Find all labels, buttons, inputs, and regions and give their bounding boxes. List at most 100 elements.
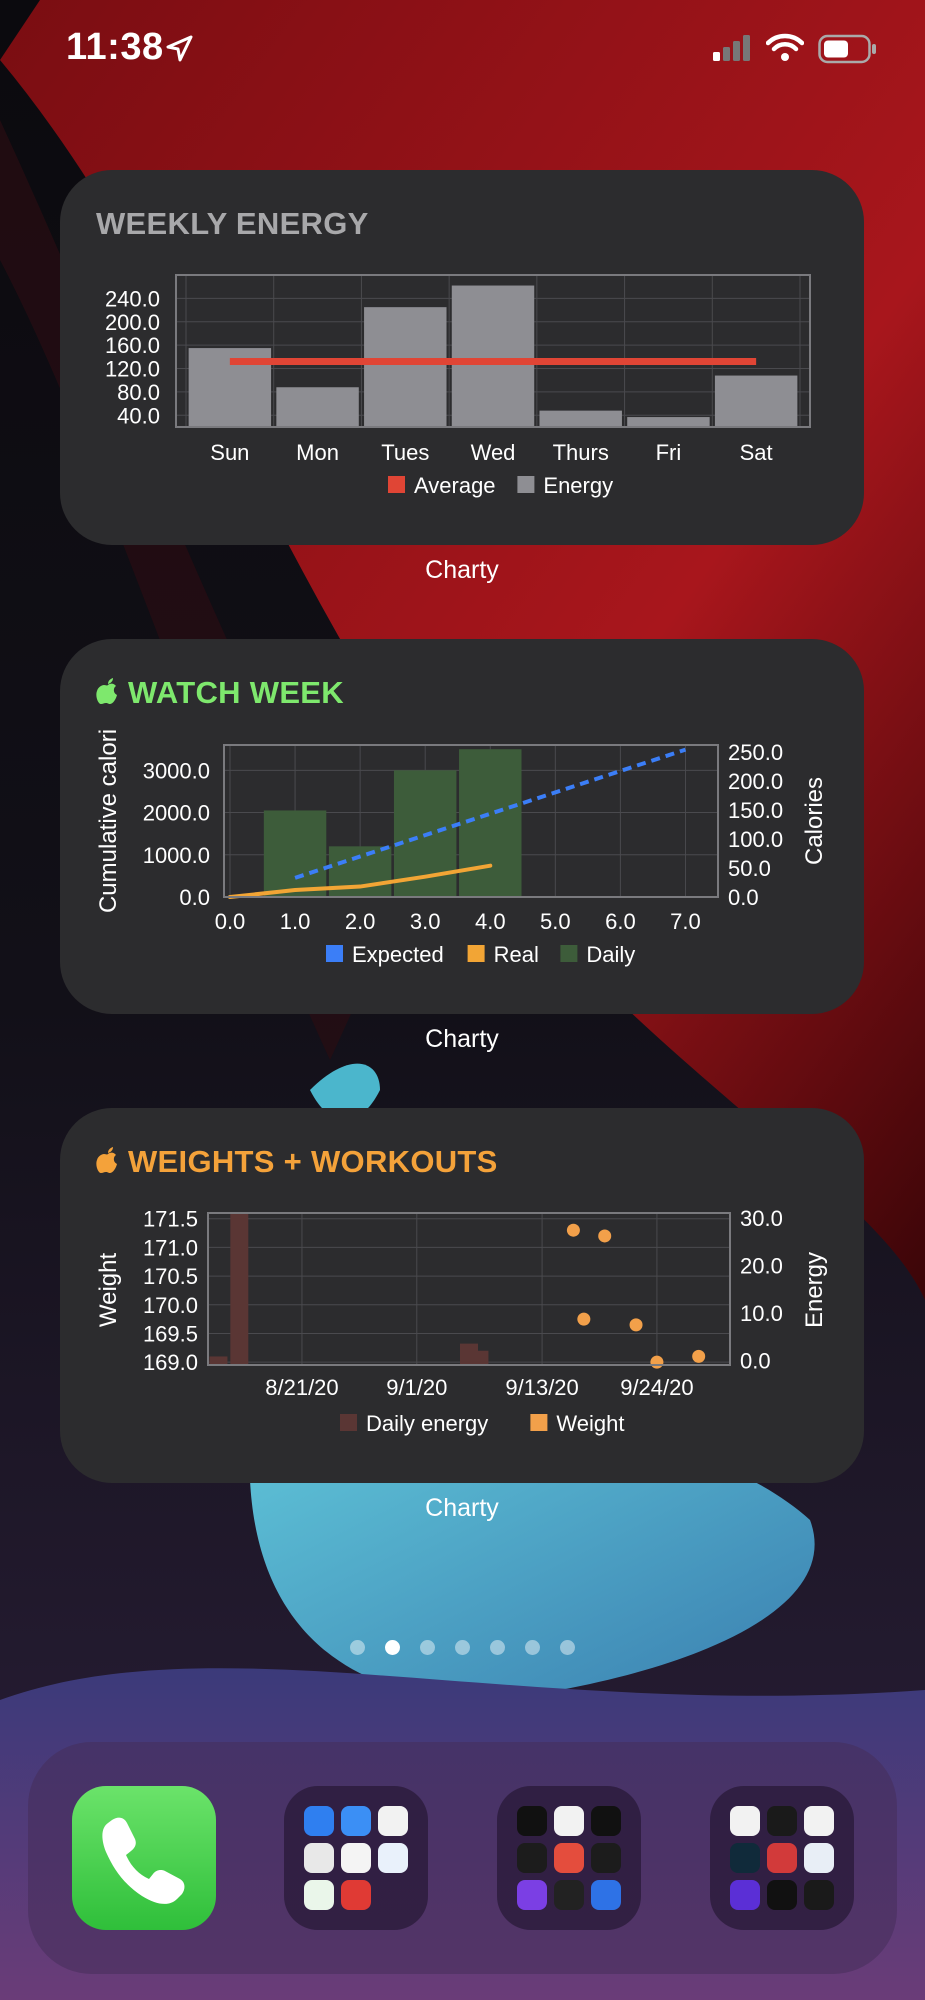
energy-bar — [539, 410, 622, 427]
plot-frame — [175, 274, 811, 428]
x-tick-label: 9/1/20 — [386, 1375, 447, 1400]
daily-energy-bar — [209, 1356, 228, 1365]
heart-rate-icon — [517, 1843, 547, 1873]
widget-app-label: Charty — [425, 1025, 499, 1053]
cellular-signal-icon — [713, 35, 750, 61]
activity-icon — [591, 1806, 621, 1836]
wifi-icon — [766, 33, 804, 61]
x-tick-label: 5.0 — [540, 909, 571, 934]
y2-tick-label: 20.0 — [740, 1253, 783, 1278]
gmail-icon — [378, 1806, 408, 1836]
page-dot[interactable] — [350, 1640, 365, 1655]
fitness-folder[interactable] — [710, 1786, 854, 1930]
google-drive-icon — [341, 1843, 371, 1873]
weight-point — [598, 1229, 612, 1243]
health-folder[interactable] — [497, 1786, 641, 1930]
battery-icon — [818, 34, 876, 64]
fitbit-icon — [554, 1880, 584, 1910]
nike-run-club-icon — [767, 1880, 797, 1910]
sleep-icon — [730, 1843, 760, 1873]
running-icon — [804, 1880, 834, 1910]
plot-frame — [223, 744, 719, 898]
widget-title: WEIGHTS + WORKOUTS — [128, 1144, 498, 1179]
page-dot[interactable] — [525, 1640, 540, 1655]
legend-label: Expected — [352, 942, 444, 967]
widget-title: WEEKLY ENERGY — [96, 206, 369, 241]
legend-swatch — [560, 945, 578, 962]
purple-heart-icon — [517, 1880, 547, 1910]
x-tick-label: 7.0 — [670, 909, 701, 934]
y2-tick-label: 150.0 — [728, 798, 783, 823]
y-tick-label: 80.0 — [117, 380, 160, 405]
widget-app-label: Charty — [425, 1494, 499, 1522]
weight-point — [566, 1223, 580, 1237]
weight-point — [692, 1349, 706, 1363]
y2-tick-label: 30.0 — [740, 1206, 783, 1231]
page-dot[interactable] — [420, 1640, 435, 1655]
y-tick-label: 3000.0 — [143, 758, 210, 783]
status-bar: 11:38 — [0, 0, 925, 100]
apple-logo-icon — [96, 1147, 117, 1173]
chrome-icon — [304, 1843, 334, 1873]
y2-tick-label: 100.0 — [728, 827, 783, 852]
phone-app-icon[interactable] — [72, 1786, 216, 1930]
widget-title-wrap: WEIGHTS + WORKOUTS — [96, 1144, 498, 1180]
y-tick-label: 171.5 — [143, 1207, 198, 1232]
page-dot[interactable] — [560, 1640, 575, 1655]
x-tick-label: 0.0 — [215, 909, 246, 934]
y2-tick-label: 10.0 — [740, 1301, 783, 1326]
location-arrow-icon — [166, 35, 193, 62]
y-tick-label: 171.0 — [143, 1235, 198, 1260]
watch-icon — [517, 1806, 547, 1836]
y-axis-label: Cumulative calori — [95, 729, 122, 913]
footprints-icon — [767, 1843, 797, 1873]
energy-bar — [714, 375, 798, 427]
x-tick-label: 6.0 — [605, 909, 636, 934]
legend-swatch — [467, 945, 485, 962]
page-indicator[interactable] — [0, 1640, 925, 1660]
y-tick-label: 169.5 — [143, 1321, 198, 1346]
y-tick-label: 169.0 — [143, 1350, 198, 1375]
y2-tick-label: 0.0 — [740, 1348, 771, 1373]
weekly-energy-widget[interactable]: WEEKLY ENERGY 40.0 80.0 120.0 160.0 200.0 240… — [60, 170, 864, 545]
weights-workouts-widget[interactable]: WEIGHTS + WORKOUTS 8/21/20 9/1/20 9/13/20 9… — [60, 1108, 864, 1483]
x-tick-label: 8/21/20 — [265, 1375, 338, 1400]
status-time: 11:38 — [66, 26, 164, 68]
grid-app-icon — [804, 1843, 834, 1873]
edge-icon — [378, 1843, 408, 1873]
legend-swatch — [340, 1414, 357, 1431]
watch-week-widget[interactable]: WATCH WEEK 0.0 1.0 2.0 3.0 4.0 5.0 6.0 7.0 0.0 10… — [60, 639, 864, 1014]
page-dot[interactable] — [455, 1640, 470, 1655]
x-tick-label: Thurs — [553, 440, 609, 465]
y-tick-label: 0.0 — [179, 885, 210, 910]
legend-swatch — [517, 476, 535, 493]
weights-workouts-chart: 8/21/20 9/1/20 9/13/20 9/24/20 169.0 169.5 170… — [95, 1206, 828, 1436]
mail-icon — [304, 1806, 334, 1836]
y-tick-label: 170.5 — [143, 1264, 198, 1289]
fit-icon — [730, 1806, 760, 1836]
legend-label: Daily — [586, 942, 635, 967]
y-axis-label: Weight — [95, 1253, 122, 1328]
y-tick-label: 40.0 — [117, 403, 160, 428]
daily-bar — [263, 810, 327, 897]
y-tick-label: 2000.0 — [143, 801, 210, 826]
y2-tick-label: 50.0 — [728, 856, 771, 881]
y-tick-label: 1000.0 — [143, 843, 210, 868]
page-dot[interactable] — [385, 1640, 400, 1655]
y2-axis-label: Energy — [801, 1252, 828, 1328]
y-tick-label: 170.0 — [143, 1293, 198, 1318]
plot-frame — [207, 1212, 731, 1366]
cardio-icon — [554, 1843, 584, 1873]
page-dot[interactable] — [490, 1640, 505, 1655]
energy-bar — [276, 387, 359, 427]
phone-handset-icon — [102, 1817, 185, 1904]
productivity-folder[interactable] — [284, 1786, 428, 1930]
y-tick-label: 240.0 — [105, 286, 160, 311]
yellow-heart-icon — [591, 1843, 621, 1873]
x-tick-label: Tues — [381, 440, 429, 465]
legend-swatch — [326, 945, 343, 962]
heartwatch-icon — [767, 1806, 797, 1836]
energy-bar — [451, 285, 535, 427]
weight-point — [650, 1355, 664, 1369]
